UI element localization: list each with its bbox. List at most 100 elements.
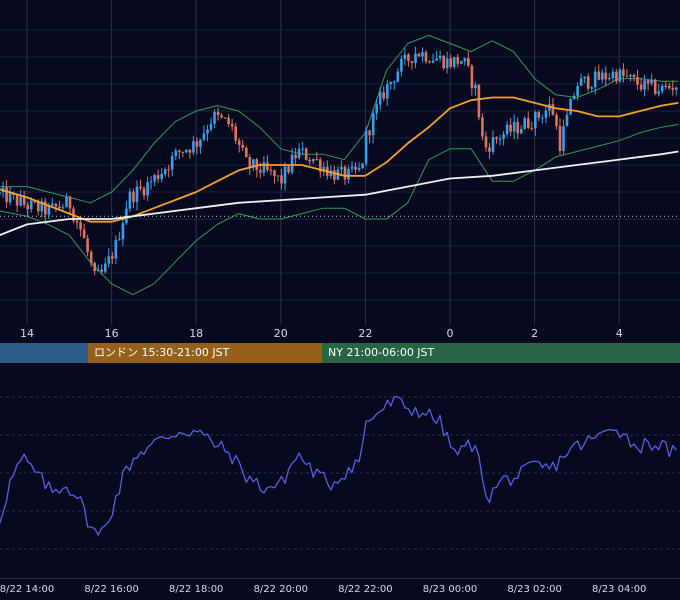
candle-body xyxy=(290,154,294,173)
candle-body xyxy=(192,141,195,153)
candle-body xyxy=(93,263,96,271)
candle-body xyxy=(15,195,19,206)
time-axis-tick-label: 2 xyxy=(531,327,539,340)
candle-body xyxy=(505,124,509,135)
candle-body xyxy=(26,204,29,210)
bottom-axis-tick-label: 8/22 22:00 xyxy=(338,584,393,595)
candle-body xyxy=(245,147,248,158)
bottom-time-axis: 8/22 14:00 8/22 16:00 8/22 18:00 8/22 20:00… xyxy=(0,578,680,600)
candle-body xyxy=(111,256,114,259)
candle-body xyxy=(54,203,58,207)
candle-body xyxy=(125,208,128,224)
candle-body xyxy=(611,71,615,78)
candle-body xyxy=(163,169,167,174)
candle-body xyxy=(333,170,336,180)
candle-body xyxy=(237,140,241,145)
session-london: ロンドン 15:30-21:00 JST xyxy=(88,343,322,363)
candle-body xyxy=(40,201,44,212)
candle-body xyxy=(421,52,424,57)
candle-body xyxy=(354,166,357,170)
time-axis-tick-label: 16 xyxy=(104,327,119,340)
candle-body xyxy=(297,149,301,159)
candle-body xyxy=(414,53,417,63)
session-tokyo-label xyxy=(0,346,6,359)
candle-body xyxy=(58,206,61,209)
session-ny-label: NY 21:00-06:00 JST xyxy=(328,346,435,359)
candle-body xyxy=(343,166,347,180)
candle-body xyxy=(615,71,618,82)
candle-body xyxy=(29,200,33,210)
candle-body xyxy=(280,175,283,184)
candle-body xyxy=(75,220,79,223)
candle-body xyxy=(382,92,385,99)
candle-body xyxy=(534,112,537,129)
candle-body xyxy=(135,186,139,203)
candle-body xyxy=(227,117,230,124)
time-axis-tick-label: 0 xyxy=(446,327,454,340)
candle-body xyxy=(188,149,192,153)
candle-body xyxy=(206,129,209,134)
candle-body xyxy=(470,65,474,89)
candle-body xyxy=(491,137,495,152)
candle-body xyxy=(435,58,438,61)
candle-body xyxy=(160,174,163,180)
candle-body xyxy=(357,168,361,170)
candle-body xyxy=(601,72,604,80)
candle-body xyxy=(47,205,51,215)
candle-body xyxy=(5,187,8,203)
bottom-axis-tick-label: 8/22 14:00 xyxy=(0,584,55,595)
candle-body xyxy=(502,134,505,139)
candle-body xyxy=(660,85,664,92)
candle-body xyxy=(65,196,68,208)
candle-body xyxy=(558,126,562,151)
candle-body xyxy=(675,87,678,90)
candle-body xyxy=(530,127,534,129)
candle-body xyxy=(304,148,308,160)
candle-body xyxy=(255,159,259,171)
candle-body xyxy=(223,117,227,119)
candle-body xyxy=(273,170,276,177)
candle-body xyxy=(294,154,297,159)
candle-body xyxy=(403,54,407,59)
candle-body xyxy=(417,53,421,57)
candle-body xyxy=(301,148,304,150)
candle-body xyxy=(230,123,234,127)
candle-body xyxy=(410,61,414,63)
candle-body xyxy=(481,117,484,137)
candle-body xyxy=(583,76,586,79)
candle-body xyxy=(107,256,111,264)
candle-body xyxy=(636,76,639,85)
candle-body xyxy=(178,150,181,152)
candle-body xyxy=(597,71,601,80)
time-axis-tick-label: 4 xyxy=(615,327,623,340)
candle-body xyxy=(650,79,653,84)
candle-body xyxy=(400,58,403,72)
candle-body xyxy=(378,92,382,105)
session-ny: NY 21:00-06:00 JST xyxy=(322,343,680,363)
candle-body xyxy=(477,84,481,118)
candle-body xyxy=(484,136,488,148)
candle-body xyxy=(89,252,93,263)
candle-body xyxy=(495,137,498,139)
candle-body xyxy=(262,162,266,173)
candle-body xyxy=(322,166,326,172)
candle-body xyxy=(424,52,428,62)
candle-body xyxy=(33,200,37,203)
candle-body xyxy=(460,61,463,64)
candle-body xyxy=(375,104,378,114)
candle-body xyxy=(445,58,449,69)
candle-body xyxy=(593,71,597,88)
candle-body xyxy=(340,166,343,170)
candle-body xyxy=(142,188,146,196)
candle-body xyxy=(442,55,445,69)
candle-body xyxy=(128,191,132,209)
candle-body xyxy=(523,118,526,129)
moving-average-white xyxy=(0,150,679,236)
candle-body xyxy=(569,99,572,115)
candle-body xyxy=(153,174,156,182)
time-axis-tick-label: 22 xyxy=(358,327,373,340)
candle-body xyxy=(61,207,65,209)
candle-body xyxy=(174,150,178,157)
candle-body xyxy=(572,95,576,100)
candle-body xyxy=(519,128,523,134)
